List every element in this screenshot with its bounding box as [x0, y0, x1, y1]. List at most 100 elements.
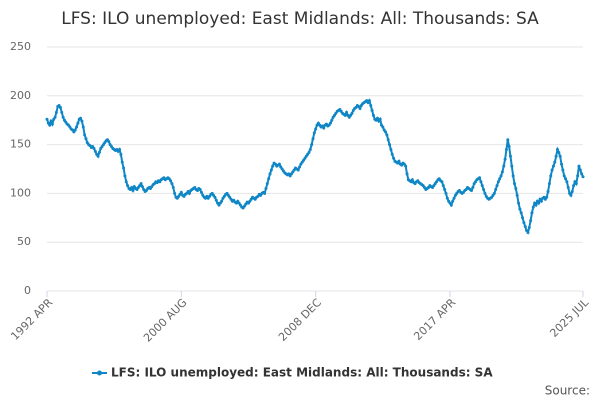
- point: [574, 182, 578, 186]
- point: [81, 125, 85, 129]
- point: [547, 182, 551, 186]
- point: [120, 160, 124, 164]
- point: [557, 150, 561, 154]
- point: [187, 191, 191, 195]
- point: [277, 162, 281, 166]
- point: [527, 226, 531, 230]
- point: [378, 117, 382, 121]
- point: [268, 172, 272, 176]
- y-tick-label: 100: [10, 186, 31, 199]
- point: [562, 174, 566, 178]
- point: [171, 186, 175, 190]
- point: [502, 164, 506, 168]
- point: [507, 145, 511, 149]
- point: [370, 108, 374, 112]
- point: [554, 154, 558, 158]
- point: [50, 122, 54, 126]
- point: [263, 191, 267, 195]
- point: [440, 180, 444, 184]
- y-tick-label: 150: [10, 138, 31, 151]
- point: [198, 187, 202, 191]
- point: [267, 177, 271, 181]
- point: [350, 111, 354, 115]
- point: [169, 179, 173, 183]
- point: [569, 193, 573, 197]
- point: [48, 123, 52, 127]
- point: [578, 168, 582, 172]
- point: [170, 182, 174, 186]
- point: [345, 110, 349, 114]
- point: [122, 166, 126, 170]
- point: [392, 156, 396, 160]
- point: [308, 147, 312, 151]
- point: [381, 125, 385, 129]
- x-tick-label: 1992 APR: [8, 296, 55, 343]
- point: [369, 104, 373, 108]
- point: [97, 150, 101, 154]
- point: [322, 126, 326, 130]
- point: [503, 157, 507, 161]
- source: Source:: [545, 384, 590, 398]
- x-tick-label: 2008 DEC: [276, 296, 324, 344]
- point: [265, 182, 269, 186]
- x-tick-label: 2000 AUG: [141, 296, 190, 345]
- point: [49, 119, 53, 123]
- point: [384, 130, 388, 134]
- point: [495, 184, 499, 188]
- point: [553, 160, 557, 164]
- point: [220, 199, 224, 203]
- point: [45, 117, 49, 121]
- point: [515, 193, 519, 197]
- point: [199, 190, 203, 194]
- point: [441, 184, 445, 188]
- point: [213, 195, 217, 199]
- point: [504, 147, 508, 151]
- point: [470, 188, 474, 192]
- point: [140, 185, 144, 189]
- point: [126, 184, 130, 188]
- point: [410, 178, 414, 182]
- point: [537, 201, 541, 205]
- point: [107, 140, 111, 144]
- point: [558, 154, 562, 158]
- point: [480, 184, 484, 188]
- point: [549, 174, 553, 178]
- point: [131, 188, 135, 192]
- point: [555, 147, 559, 151]
- point: [173, 191, 177, 195]
- point: [358, 106, 362, 110]
- point: [75, 125, 79, 129]
- point: [314, 127, 318, 131]
- point: [80, 119, 84, 123]
- point: [478, 176, 482, 180]
- point: [328, 121, 332, 125]
- point: [479, 180, 483, 184]
- point: [330, 118, 334, 122]
- point: [452, 196, 456, 200]
- point: [124, 180, 128, 184]
- point: [214, 198, 218, 202]
- point: [179, 190, 183, 194]
- point: [565, 180, 569, 184]
- point: [483, 191, 487, 195]
- point: [118, 147, 122, 151]
- point: [123, 174, 127, 178]
- point: [576, 174, 580, 178]
- point: [521, 216, 525, 220]
- point: [550, 168, 554, 172]
- point: [385, 133, 389, 137]
- y-tick-label: 50: [17, 235, 31, 248]
- point: [386, 138, 390, 142]
- point: [58, 106, 62, 110]
- point: [482, 187, 486, 191]
- point: [560, 162, 564, 166]
- point: [130, 186, 134, 190]
- point: [561, 168, 565, 172]
- point: [451, 199, 455, 203]
- point: [310, 143, 314, 147]
- point: [514, 187, 518, 191]
- point: [522, 221, 526, 225]
- point: [307, 150, 311, 154]
- point: [76, 121, 80, 125]
- point: [519, 211, 523, 215]
